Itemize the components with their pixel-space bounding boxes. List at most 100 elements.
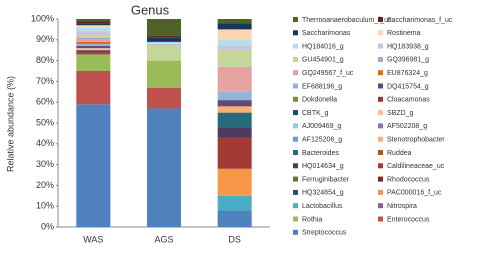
bar-segment	[147, 43, 181, 47]
legend-swatch	[378, 56, 383, 62]
legend-label: DQ415754_g	[387, 83, 429, 90]
x-tick-label: DS	[228, 234, 241, 244]
legend-swatch	[378, 17, 383, 22]
legend-swatch	[378, 110, 383, 116]
legend-swatch	[293, 30, 298, 36]
legend-label: SBZD_g	[387, 110, 414, 117]
legend-label: Saccharimonas	[302, 30, 351, 37]
legend-swatch	[378, 203, 383, 209]
y-tick-label: 50%	[36, 117, 54, 127]
legend-swatch	[293, 110, 298, 116]
legend-swatch	[293, 229, 298, 235]
bar-segment	[217, 39, 252, 47]
bar-segment	[76, 46, 111, 49]
legend-label: EU876324_g	[387, 70, 428, 77]
legend-label: Enterococcus	[387, 216, 430, 223]
bar-segment	[217, 91, 252, 101]
y-tick-label: 0%	[41, 221, 54, 231]
legend-label: Rostinema	[387, 30, 421, 37]
legend-swatch	[378, 30, 383, 36]
bar-segment	[76, 23, 111, 26]
bar-segment	[217, 195, 252, 211]
bar-segment	[76, 43, 111, 47]
y-tick-label: 60%	[36, 97, 54, 107]
bar-segment	[76, 37, 111, 40]
legend-swatch	[378, 176, 383, 182]
legend-label: AJ009469_g	[302, 123, 341, 130]
legend-swatch	[293, 176, 298, 182]
bar-segment	[217, 23, 252, 30]
legend-swatch	[378, 150, 383, 155]
x-tick-label: WAS	[83, 234, 103, 244]
bar-segment	[76, 104, 111, 227]
y-tick-label: 20%	[36, 180, 54, 190]
legend-label: HQ324854_g	[302, 190, 344, 197]
bar-segment	[147, 41, 181, 44]
bar-segment	[76, 50, 111, 53]
bar-segment	[217, 46, 252, 51]
bar-segment	[76, 54, 111, 71]
legend-swatch	[293, 17, 298, 22]
legend-label: Lactobacillus	[302, 203, 343, 210]
y-tick-label: 10%	[36, 201, 54, 211]
x-tick-label: AGS	[154, 234, 173, 244]
bar-segment	[217, 100, 252, 107]
legend-label: Stenotrophobacter	[387, 137, 445, 144]
legend-swatch	[293, 70, 298, 76]
legend-swatch	[293, 163, 298, 169]
bar-segment	[217, 29, 252, 40]
legend-label: Saccharimonas_f_uc	[387, 17, 453, 24]
legend-label: AF502208_g	[387, 123, 427, 130]
legend-label: EF688196_g	[302, 83, 342, 90]
bar-segment	[147, 37, 181, 42]
bar-segment	[147, 87, 181, 109]
bar-segment	[76, 39, 111, 42]
legend-swatch	[293, 189, 298, 195]
bar-segment	[147, 35, 181, 38]
bar-segment	[76, 21, 111, 24]
legend-swatch	[293, 83, 298, 89]
bar-segment	[76, 19, 111, 22]
legend-label: Thermoanaerobaculum_f_uc	[302, 17, 392, 24]
legend-swatch	[293, 136, 298, 142]
legend-swatch	[378, 216, 383, 222]
legend-swatch	[378, 136, 383, 142]
bar-segment	[76, 41, 111, 44]
y-tick-label: 100%	[31, 13, 54, 23]
legend-label: Ruddea	[387, 150, 412, 157]
legend-label: Rothia	[302, 216, 322, 223]
bar-segment	[217, 210, 252, 227]
legend-label: HQ183938_g	[387, 43, 429, 50]
legend-swatch	[378, 70, 383, 76]
legend-label: Nitrospira	[387, 203, 417, 210]
legend-label: Rhodococcus	[387, 176, 430, 183]
legend-swatch	[293, 123, 298, 129]
legend-swatch	[378, 96, 383, 102]
legend-swatch	[378, 43, 383, 49]
bar-segment	[217, 106, 252, 113]
y-tick-label: 70%	[36, 76, 54, 86]
legend-label: AF125206_g	[302, 137, 342, 144]
legend-swatch	[293, 96, 298, 102]
legend-swatch	[293, 150, 298, 155]
legend-label: Ferruginibacter	[302, 176, 350, 183]
legend-label: Dokdonella	[302, 97, 337, 104]
bar-segment	[76, 48, 111, 51]
legend-swatch	[293, 216, 298, 222]
bar-segment	[217, 50, 252, 67]
chart-title: Genus	[131, 2, 170, 17]
bar-segment	[147, 46, 181, 61]
legend-swatch	[293, 56, 298, 62]
legend-label: GU454901_g	[302, 57, 344, 64]
legend-swatch	[378, 123, 383, 129]
bar-segment	[217, 19, 252, 24]
y-tick-label: 40%	[36, 138, 54, 148]
bar-segment	[76, 31, 111, 36]
y-tick-label: 80%	[36, 55, 54, 65]
legend-label: Bacteroides	[302, 150, 339, 157]
bar-segment	[217, 112, 252, 128]
legend-swatch	[378, 189, 383, 195]
bar-segment	[76, 52, 111, 55]
legend-label: Streptococcus	[302, 230, 347, 237]
